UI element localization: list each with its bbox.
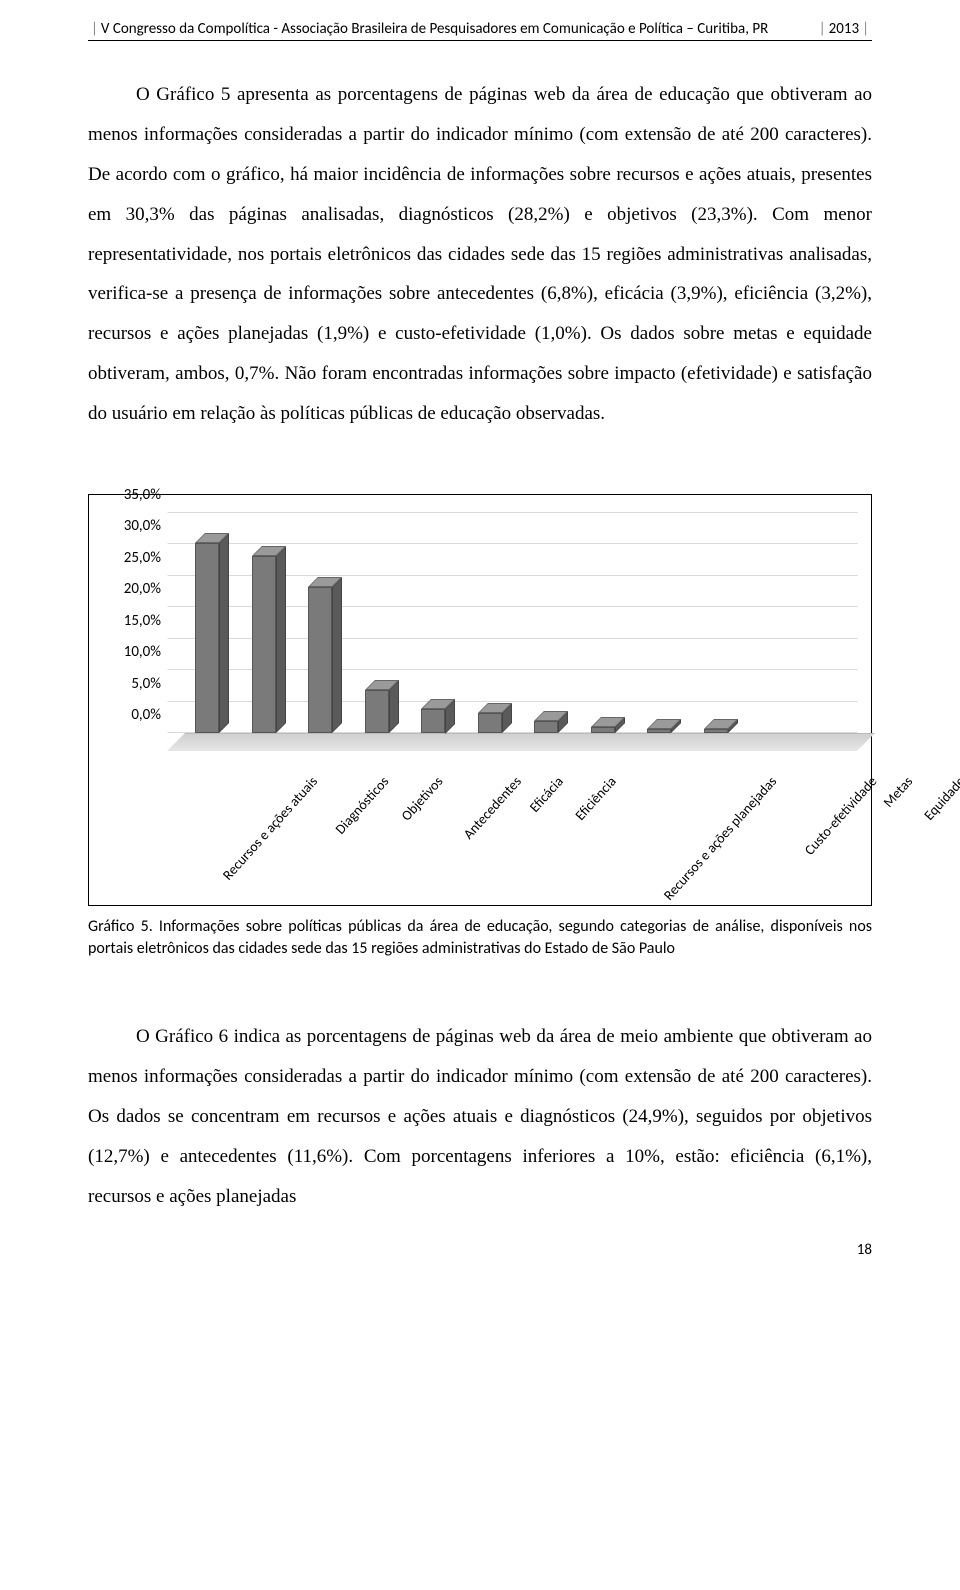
chart-floor bbox=[167, 733, 875, 751]
bar-front bbox=[195, 543, 219, 733]
header-right: |2013| bbox=[816, 20, 872, 38]
bar-slot bbox=[292, 587, 349, 733]
bar bbox=[478, 713, 502, 733]
header-left: |V Congresso da Compolítica - Associação… bbox=[88, 20, 768, 38]
chart-grafico-5: 0,0%5,0%10,0%15,0%20,0%25,0%30,0%35,0% R… bbox=[88, 494, 872, 906]
bar-side bbox=[276, 546, 286, 733]
page-number: 18 bbox=[88, 1241, 872, 1259]
x-axis-labels: Recursos e ações atuaisDiagnósticosObjet… bbox=[179, 767, 857, 897]
bar-slot bbox=[518, 721, 575, 733]
bar-front bbox=[704, 729, 728, 733]
y-tick-label: 0,0% bbox=[105, 706, 161, 724]
bar-side bbox=[219, 533, 229, 733]
bar-slot bbox=[349, 690, 406, 733]
bar-slot bbox=[179, 543, 236, 733]
y-tick-label: 20,0% bbox=[105, 580, 161, 598]
bar-front bbox=[421, 709, 445, 734]
bar-slot bbox=[631, 729, 688, 733]
paragraph-1: O Gráfico 5 apresenta as porcentagens de… bbox=[88, 75, 872, 434]
bar-slot bbox=[462, 713, 519, 733]
bar-front bbox=[591, 727, 615, 733]
bar-front bbox=[252, 556, 276, 733]
bar-front bbox=[647, 729, 671, 733]
bar bbox=[647, 729, 671, 733]
y-tick-label: 15,0% bbox=[105, 612, 161, 630]
bar bbox=[534, 721, 558, 733]
y-tick-label: 30,0% bbox=[105, 517, 161, 535]
bar-front bbox=[308, 587, 332, 733]
bar-slot bbox=[575, 727, 632, 733]
paragraph-2: O Gráfico 6 indica as porcentagens de pá… bbox=[88, 1017, 872, 1216]
bar bbox=[308, 587, 332, 733]
page: |V Congresso da Compolítica - Associação… bbox=[0, 0, 960, 1279]
y-tick-label: 10,0% bbox=[105, 643, 161, 661]
caption-label: Gráfico 5. bbox=[88, 917, 153, 936]
plot-region bbox=[167, 513, 857, 751]
y-tick-label: 5,0% bbox=[105, 675, 161, 693]
bar bbox=[365, 690, 389, 733]
bar-front bbox=[478, 713, 502, 733]
bar bbox=[704, 729, 728, 733]
y-tick-label: 35,0% bbox=[105, 486, 161, 504]
page-header: |V Congresso da Compolítica - Associação… bbox=[88, 20, 872, 41]
bar-slot bbox=[405, 709, 462, 734]
bar-slot bbox=[688, 729, 745, 733]
chart-plot-area: 0,0%5,0%10,0%15,0%20,0%25,0%30,0%35,0% bbox=[105, 507, 863, 767]
bar-front bbox=[365, 690, 389, 733]
bar bbox=[195, 543, 219, 733]
bar-side bbox=[332, 577, 342, 733]
bar-front bbox=[534, 721, 558, 733]
bars-container bbox=[179, 513, 857, 733]
bar bbox=[421, 709, 445, 734]
y-tick-label: 25,0% bbox=[105, 549, 161, 567]
bar bbox=[591, 727, 615, 733]
bar bbox=[252, 556, 276, 733]
bar-slot bbox=[236, 556, 293, 733]
